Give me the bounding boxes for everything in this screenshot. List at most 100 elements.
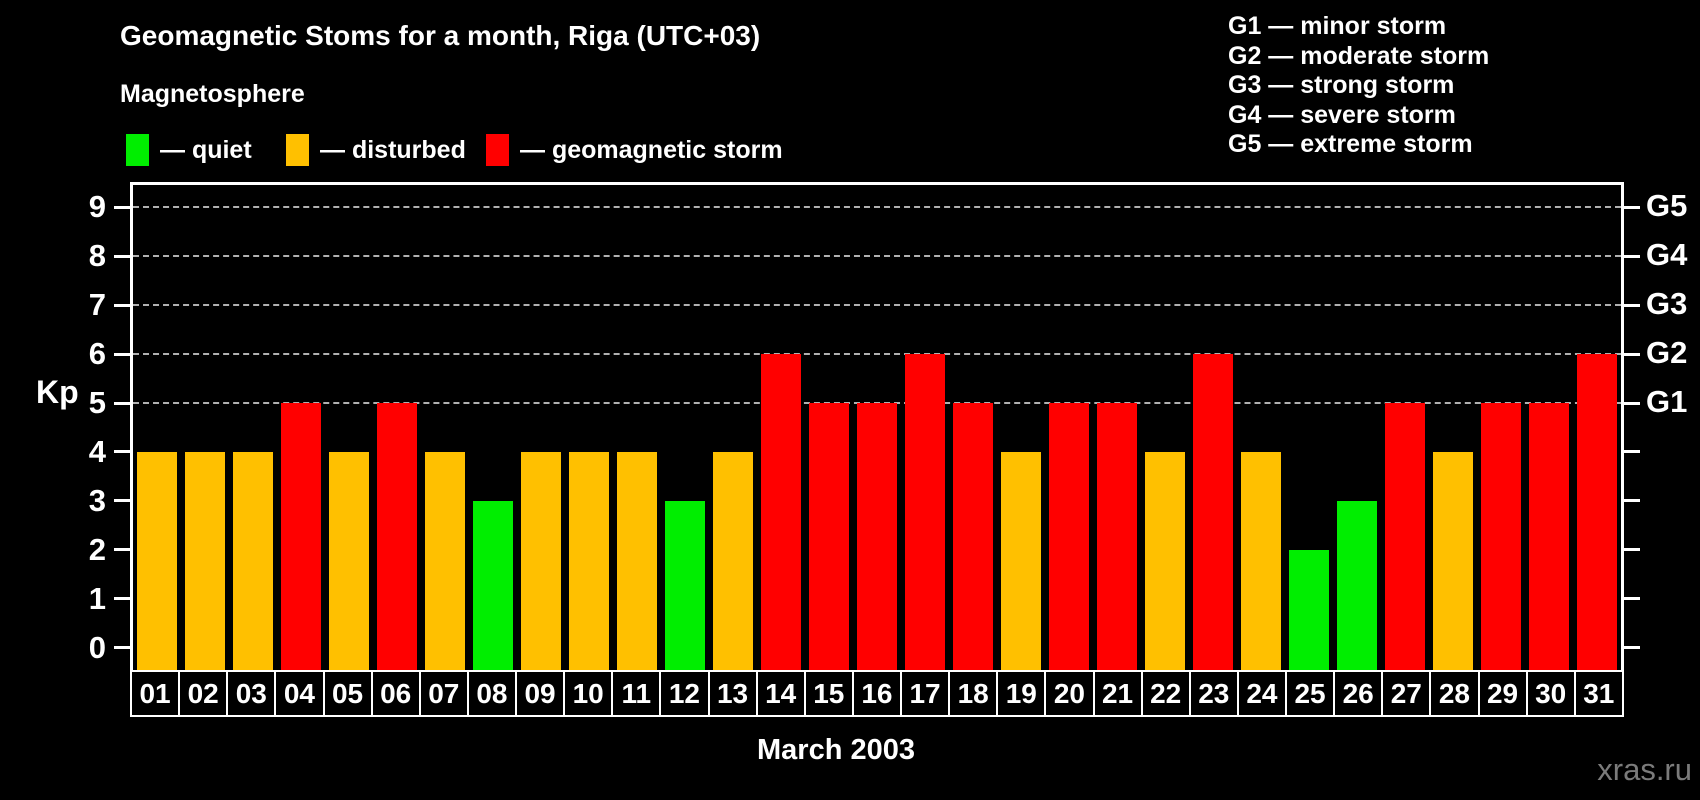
gscale-item-g3: G3 — strong storm [1228,71,1455,99]
storm-legend-label: — geomagnetic storm [520,136,783,164]
right-tick-7 [1624,303,1640,307]
right-tick-8 [1624,254,1640,258]
day-cell-08: 08 [466,670,517,717]
bar-day-26 [1337,500,1377,670]
bar-day-04 [281,403,321,670]
left-tick-6 [114,352,130,356]
day-cell-14: 14 [755,670,806,717]
day-cell-22: 22 [1140,670,1191,717]
gscale-item-g2: G2 — moderate storm [1228,41,1490,70]
page-title: Geomagnetic Stoms for a month, Riga (UTC… [120,20,761,51]
right-tick-9 [1624,205,1640,209]
bar-day-12 [665,500,705,670]
left-tick-2 [114,548,130,552]
bar-day-20 [1049,403,1089,670]
y-tick-label-4: 4 [88,433,106,469]
left-tick-5 [114,401,130,405]
right-tick-6 [1624,352,1640,356]
gridline-kp-9 [133,206,1621,209]
day-cell-17: 17 [900,670,951,717]
y-tick-label-3: 3 [88,482,106,518]
day-cell-28: 28 [1429,670,1480,717]
quiet-legend-label: — quiet [160,136,252,164]
y-tick-label-9: 9 [88,189,106,225]
left-tick-3 [114,499,130,503]
bar-day-25 [1289,549,1329,670]
bar-day-22 [1145,451,1185,670]
bar-day-10 [569,451,609,670]
day-cell-31: 31 [1573,670,1624,717]
left-tick-9 [114,205,130,209]
gscale-item-g1: G1 — minor storm [1228,12,1447,40]
day-cell-27: 27 [1381,670,1432,717]
watermark: xras.ru [1597,752,1692,787]
day-cell-06: 06 [370,670,421,717]
bar-day-16 [857,403,897,670]
y-tick-label-2: 2 [88,531,106,567]
day-cell-05: 05 [322,670,373,717]
y-tick-label-0: 0 [88,629,106,665]
bar-day-03 [233,451,273,670]
bar-day-15 [809,403,849,670]
right-axis-label-g4: G4 [1646,237,1688,273]
y-tick-label-5: 5 [88,385,106,420]
bar-day-17 [905,354,945,670]
gridline-kp-7 [133,304,1621,307]
gscale-legend: G1 — minor storm G2 — moderate storm G3 … [1228,12,1489,160]
right-axis-label-g3: G3 [1646,286,1688,322]
left-tick-7 [114,303,130,307]
bar-day-02 [185,451,225,670]
bar-day-29 [1481,403,1521,670]
y-axis-title: Kp [36,374,79,410]
bar-day-28 [1433,451,1473,670]
day-cell-24: 24 [1236,670,1287,717]
plot-area [130,182,1624,670]
day-cell-02: 02 [178,670,229,717]
day-cell-07: 07 [418,670,469,717]
gridline-kp-6 [133,353,1621,355]
bar-day-31 [1577,354,1617,670]
x-axis-day-row: 01 02 03 04 05 06 07 08 09 10 11 12 13 14 15 16 17 18 19 20… [130,670,1624,717]
day-cell-25: 25 [1285,670,1336,717]
day-cell-16: 16 [851,670,902,717]
right-tick-0 [1624,646,1640,650]
gscale-item-g5: G5 — extreme storm [1228,130,1473,158]
bar-day-11 [617,451,657,670]
day-cell-20: 20 [1044,670,1095,717]
bar-day-18 [953,403,993,670]
gscale-item-g4: G4 — severe storm [1228,100,1456,129]
left-tick-1 [114,597,130,601]
x-axis-title: March 2003 [757,734,915,766]
bar-day-27 [1385,403,1425,670]
left-tick-0 [114,646,130,650]
day-cell-26: 26 [1333,670,1384,717]
y-tick-label-1: 1 [88,580,106,616]
day-cell-21: 21 [1092,670,1143,717]
right-axis-label-g1: G1 [1646,384,1688,419]
day-cell-29: 29 [1477,670,1528,717]
right-tick-5 [1624,401,1640,405]
bar-day-07 [425,451,465,670]
day-cell-13: 13 [707,670,758,717]
day-cell-01: 01 [130,670,181,717]
bar-day-06 [377,403,417,670]
bar-day-21 [1097,403,1137,670]
day-cell-09: 09 [515,670,566,717]
day-cell-11: 11 [611,670,662,717]
right-axis-label-g5: G5 [1646,188,1688,224]
day-cell-10: 10 [563,670,614,717]
day-cell-15: 15 [803,670,854,717]
right-tick-3 [1624,499,1640,503]
bar-day-19 [1001,451,1041,670]
disturbed-legend-label: — disturbed [320,136,466,164]
day-cell-18: 18 [948,670,999,717]
bar-day-09 [521,451,561,670]
day-cell-04: 04 [274,670,325,717]
day-cell-12: 12 [659,670,710,717]
right-tick-1 [1624,597,1640,601]
gridline-kp-8 [133,255,1621,258]
y-tick-label-6: 6 [88,336,106,371]
bar-day-24 [1241,451,1281,670]
bar-day-01 [137,451,177,670]
